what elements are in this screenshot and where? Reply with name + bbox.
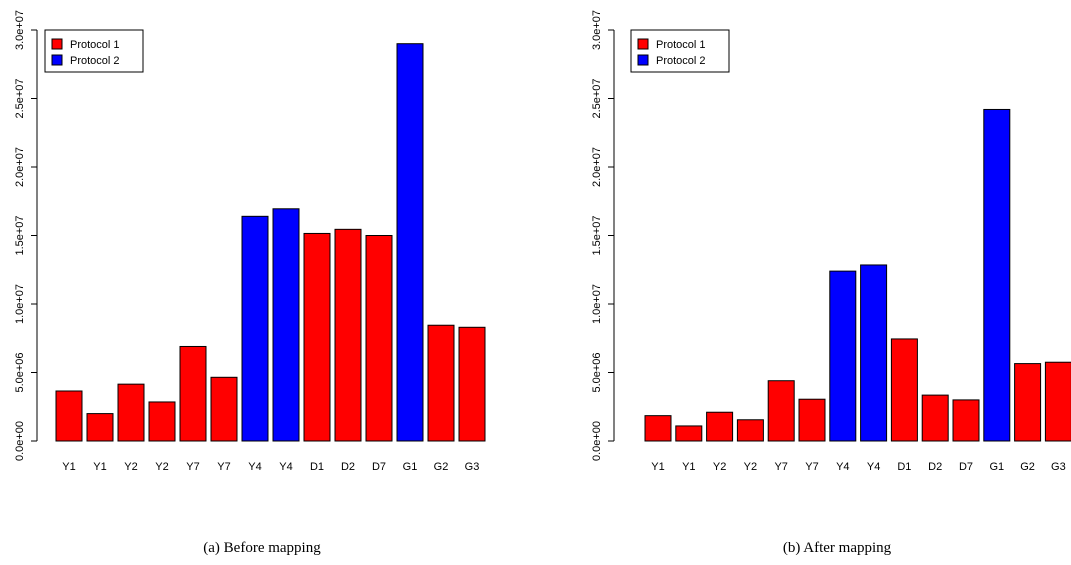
legend-label-protocol-1: Protocol 1 bbox=[70, 39, 120, 51]
x-category-label: Y2 bbox=[155, 461, 168, 473]
bar bbox=[365, 235, 393, 442]
bar bbox=[117, 383, 145, 442]
x-category-label: G3 bbox=[1051, 461, 1066, 473]
x-category-label: D7 bbox=[959, 461, 973, 473]
legend-label-protocol-2: Protocol 2 bbox=[70, 55, 120, 67]
bar bbox=[148, 401, 176, 442]
x-category-label: Y1 bbox=[682, 461, 695, 473]
bar bbox=[458, 326, 486, 442]
y-tick-label: 5.0e+06 bbox=[14, 352, 26, 392]
x-category-label: D2 bbox=[341, 461, 355, 473]
category-labels: Y1 Y1 Y2 Y2 Y7 Y7 Y4 Y4 D1 D2 D7 G1 G2 G3 bbox=[651, 461, 1065, 473]
legend-swatch-protocol-1 bbox=[637, 38, 649, 50]
y-tick-label: 0.0e+00 bbox=[14, 421, 26, 461]
bar bbox=[396, 43, 424, 442]
x-category-label: Y7 bbox=[805, 461, 818, 473]
y-tick-label: 2.5e+07 bbox=[14, 78, 26, 118]
x-category-label: Y4 bbox=[248, 461, 261, 473]
x-category-label: Y4 bbox=[836, 461, 849, 473]
bar-series bbox=[644, 108, 1071, 442]
bar bbox=[55, 390, 83, 442]
bar bbox=[829, 270, 857, 442]
bar bbox=[241, 215, 269, 442]
legend: Protocol 1 Protocol 2 bbox=[630, 29, 730, 73]
legend-swatch-protocol-1 bbox=[51, 38, 63, 50]
bar bbox=[303, 232, 331, 442]
legend-label-protocol-2: Protocol 2 bbox=[656, 55, 706, 67]
legend-swatch-protocol-2 bbox=[637, 54, 649, 66]
legend-swatch-protocol-2 bbox=[51, 54, 63, 66]
bar bbox=[334, 228, 362, 442]
y-axis-ticks: 0.0e+00 5.0e+06 1.0e+07 1.5e+07 2.0e+07 2.5e+… bbox=[591, 10, 614, 461]
bar bbox=[890, 338, 918, 442]
bar bbox=[675, 425, 703, 442]
x-category-label: G2 bbox=[434, 461, 449, 473]
bar bbox=[983, 108, 1011, 442]
y-tick-label: 1.5e+07 bbox=[591, 215, 603, 255]
bar bbox=[86, 413, 114, 442]
x-category-label: Y4 bbox=[279, 461, 292, 473]
x-category-label: Y2 bbox=[713, 461, 726, 473]
y-tick-label: 2.0e+07 bbox=[14, 147, 26, 187]
bar bbox=[644, 415, 672, 442]
x-category-label: G1 bbox=[989, 461, 1004, 473]
bar bbox=[736, 419, 764, 442]
y-axis-ticks: 0.0e+00 5.0e+06 1.0e+07 1.5e+07 2.0e+07 2.5e+… bbox=[14, 10, 37, 461]
bar bbox=[179, 345, 207, 442]
y-tick-label: 1.5e+07 bbox=[14, 215, 26, 255]
caption-after-mapping: (b) After mapping bbox=[783, 540, 892, 556]
y-tick-label: 1.0e+07 bbox=[14, 284, 26, 324]
y-tick-label: 2.5e+07 bbox=[591, 78, 603, 118]
x-category-label: Y2 bbox=[124, 461, 137, 473]
bar bbox=[1044, 361, 1071, 442]
y-tick-label: 3.0e+07 bbox=[14, 10, 26, 50]
panel-after-mapping: 0.0e+00 5.0e+06 1.0e+07 1.5e+07 2.0e+07 2.5e+… bbox=[591, 10, 1071, 556]
x-category-label: Y4 bbox=[867, 461, 880, 473]
panel-before-mapping: 0.0e+00 5.0e+06 1.0e+07 1.5e+07 2.0e+07 2.5e+… bbox=[14, 10, 486, 556]
x-category-label: D1 bbox=[310, 461, 324, 473]
bar bbox=[427, 324, 455, 442]
x-category-label: D1 bbox=[897, 461, 911, 473]
x-category-label: Y2 bbox=[744, 461, 757, 473]
x-category-label: D2 bbox=[928, 461, 942, 473]
bar bbox=[706, 411, 734, 442]
x-category-label: G3 bbox=[465, 461, 480, 473]
category-labels: Y1 Y1 Y2 Y2 Y7 Y7 Y4 Y4 D1 D2 D7 G1 G2 G3 bbox=[62, 461, 479, 473]
legend-label-protocol-1: Protocol 1 bbox=[656, 39, 706, 51]
y-tick-label: 2.0e+07 bbox=[591, 147, 603, 187]
bar bbox=[272, 208, 300, 442]
bar bbox=[952, 399, 980, 442]
y-tick-label: 3.0e+07 bbox=[591, 10, 603, 50]
bar bbox=[921, 394, 949, 442]
legend: Protocol 1 Protocol 2 bbox=[44, 29, 144, 73]
caption-before-mapping: (a) Before mapping bbox=[203, 540, 321, 556]
x-category-label: Y1 bbox=[651, 461, 664, 473]
y-tick-label: 5.0e+06 bbox=[591, 352, 603, 392]
x-category-label: Y1 bbox=[62, 461, 75, 473]
bar bbox=[1014, 363, 1042, 442]
bar bbox=[210, 376, 238, 442]
x-category-label: G2 bbox=[1020, 461, 1035, 473]
x-category-label: D7 bbox=[372, 461, 386, 473]
x-category-label: G1 bbox=[403, 461, 418, 473]
bar bbox=[798, 398, 826, 442]
x-category-label: Y7 bbox=[774, 461, 787, 473]
x-category-label: Y7 bbox=[186, 461, 199, 473]
x-category-label: Y7 bbox=[217, 461, 230, 473]
bar bbox=[860, 264, 888, 442]
bar-series bbox=[55, 43, 486, 442]
y-tick-label: 1.0e+07 bbox=[591, 284, 603, 324]
x-category-label: Y1 bbox=[93, 461, 106, 473]
y-tick-label: 0.0e+00 bbox=[591, 421, 603, 461]
bar bbox=[767, 380, 795, 442]
